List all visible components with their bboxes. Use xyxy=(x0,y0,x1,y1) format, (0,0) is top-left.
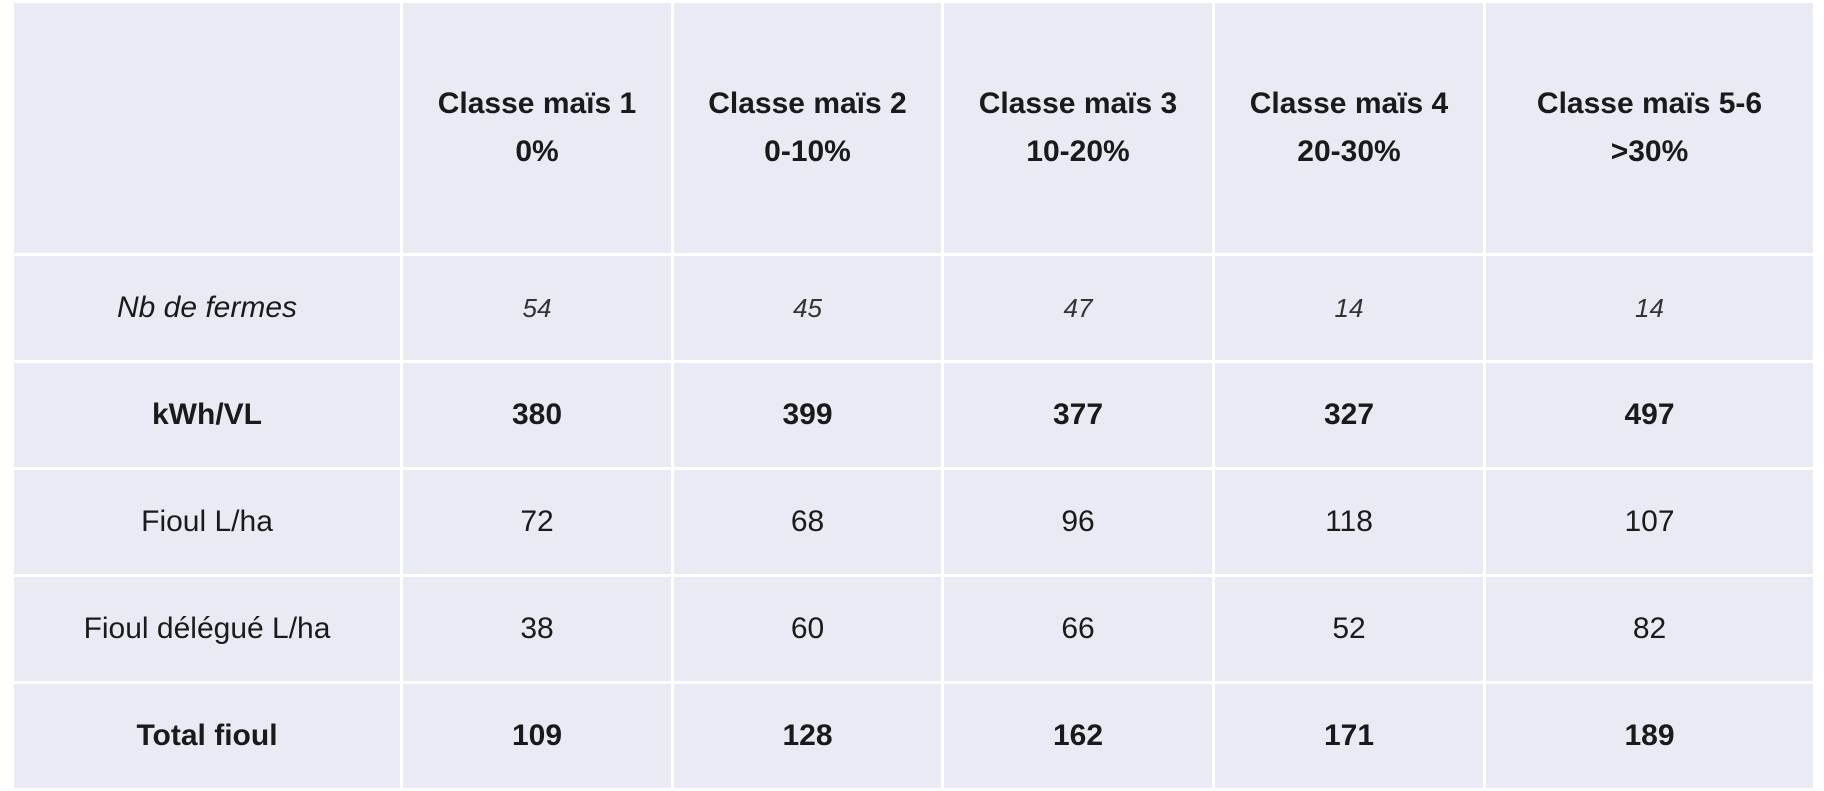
data-table: Classe maïs 1 0% Classe maïs 2 0-10% Classe … xyxy=(11,0,1816,791)
cell-value: 109 xyxy=(403,684,671,788)
column-range: 20-30% xyxy=(1297,135,1401,168)
cell-value: 68 xyxy=(674,470,941,574)
cell-value: 82 xyxy=(1486,577,1813,681)
row-label: Nb de fermes xyxy=(14,256,400,360)
row-label: Fioul L/ha xyxy=(14,470,400,574)
table-row: Fioul L/ha 72 68 96 118 107 xyxy=(14,470,1813,574)
cell-value: 380 xyxy=(403,363,671,467)
row-label: Fioul délégué L/ha xyxy=(14,577,400,681)
cell-value: 377 xyxy=(944,363,1212,467)
cell-value: 47 xyxy=(944,256,1212,360)
corner-cell xyxy=(14,3,400,253)
cell-value: 72 xyxy=(403,470,671,574)
column-header: Classe maïs 4 20-30% xyxy=(1215,3,1483,253)
cell-value: 52 xyxy=(1215,577,1483,681)
cell-value: 189 xyxy=(1486,684,1813,788)
cell-value: 14 xyxy=(1486,256,1813,360)
cell-value: 96 xyxy=(944,470,1212,574)
column-header: Classe maïs 2 0-10% xyxy=(674,3,941,253)
cell-value: 128 xyxy=(674,684,941,788)
column-range: 0-10% xyxy=(764,135,851,168)
table-row: Total fioul 109 128 162 171 189 xyxy=(14,684,1813,788)
cell-value: 118 xyxy=(1215,470,1483,574)
cell-value: 327 xyxy=(1215,363,1483,467)
row-label: kWh/VL xyxy=(14,363,400,467)
column-title: Classe maïs 3 xyxy=(978,87,1178,120)
row-label: Total fioul xyxy=(14,684,400,788)
table-row: kWh/VL 380 399 377 327 497 xyxy=(14,363,1813,467)
column-header: Classe maïs 3 10-20% xyxy=(944,3,1212,253)
table-row: Nb de fermes 54 45 47 14 14 xyxy=(14,256,1813,360)
header-row: Classe maïs 1 0% Classe maïs 2 0-10% Classe … xyxy=(14,3,1813,253)
column-range: 0% xyxy=(515,135,559,168)
cell-value: 162 xyxy=(944,684,1212,788)
cell-value: 399 xyxy=(674,363,941,467)
column-title: Classe maïs 5-6 xyxy=(1536,87,1763,120)
cell-value: 60 xyxy=(674,577,941,681)
column-range: >30% xyxy=(1610,135,1689,168)
column-title: Classe maïs 2 xyxy=(708,87,907,120)
column-title: Classe maïs 4 xyxy=(1249,87,1449,120)
column-range: 10-20% xyxy=(1026,135,1130,168)
cell-value: 38 xyxy=(403,577,671,681)
cell-value: 497 xyxy=(1486,363,1813,467)
table-row: Fioul délégué L/ha 38 60 66 52 82 xyxy=(14,577,1813,681)
cell-value: 45 xyxy=(674,256,941,360)
column-title: Classe maïs 1 xyxy=(437,87,637,120)
column-header: Classe maïs 1 0% xyxy=(403,3,671,253)
cell-value: 14 xyxy=(1215,256,1483,360)
cell-value: 54 xyxy=(403,256,671,360)
cell-value: 66 xyxy=(944,577,1212,681)
column-header: Classe maïs 5-6 >30% xyxy=(1486,3,1813,253)
cell-value: 171 xyxy=(1215,684,1483,788)
table-body: Nb de fermes 54 45 47 14 14 kWh/VL 380 399 377 327… xyxy=(14,256,1813,788)
cell-value: 107 xyxy=(1486,470,1813,574)
